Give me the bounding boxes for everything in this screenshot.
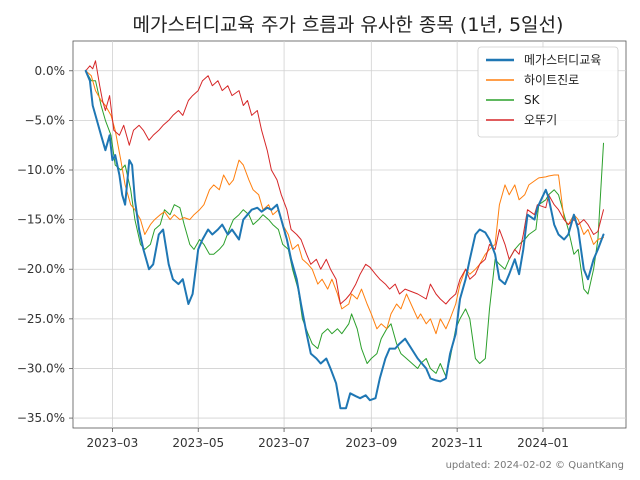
x-tick-label: 2023–05 [172, 436, 224, 450]
legend-label: 메가스터디교육 [524, 53, 601, 67]
y-tick-label: −20.0% [17, 262, 65, 276]
y-tick-label: −35.0% [17, 411, 65, 425]
x-tick-label: 2023–03 [86, 436, 138, 450]
y-tick-label: −25.0% [17, 312, 65, 326]
y-tick-label: −15.0% [17, 213, 65, 227]
axis-layer: 0.0% −5.0% −10.0% −15.0% −20.0% −25.0% −30.0% −… [17, 64, 569, 450]
legend-label: 하이트진로 [524, 73, 579, 87]
series-line-3 [85, 60, 604, 305]
x-tick-label: 2024–01 [517, 436, 569, 450]
legend-box [477, 46, 619, 138]
y-tick-label: 0.0% [35, 64, 66, 78]
footer-credit: updated: 2024-02-02 © QuantKang [446, 460, 624, 471]
legend-label: SK [524, 93, 541, 107]
legend-label: 오뚜기 [524, 113, 557, 127]
x-tick-label: 2023–11 [431, 436, 483, 450]
x-tick-label: 2023–09 [345, 436, 397, 450]
x-tick-label: 2023–07 [258, 436, 310, 450]
y-tick-label: −30.0% [17, 361, 65, 375]
series-line-0 [84, 69, 605, 410]
y-tick-label: −5.0% [24, 113, 65, 127]
series-line-2 [85, 70, 604, 377]
series-line-1 [85, 70, 604, 335]
chart-title: 메가스터디교육 주가 흐름과 유사한 종목 (1년, 5일선) [133, 14, 564, 36]
y-tick-label: −10.0% [17, 163, 65, 177]
series-layer [84, 60, 605, 410]
